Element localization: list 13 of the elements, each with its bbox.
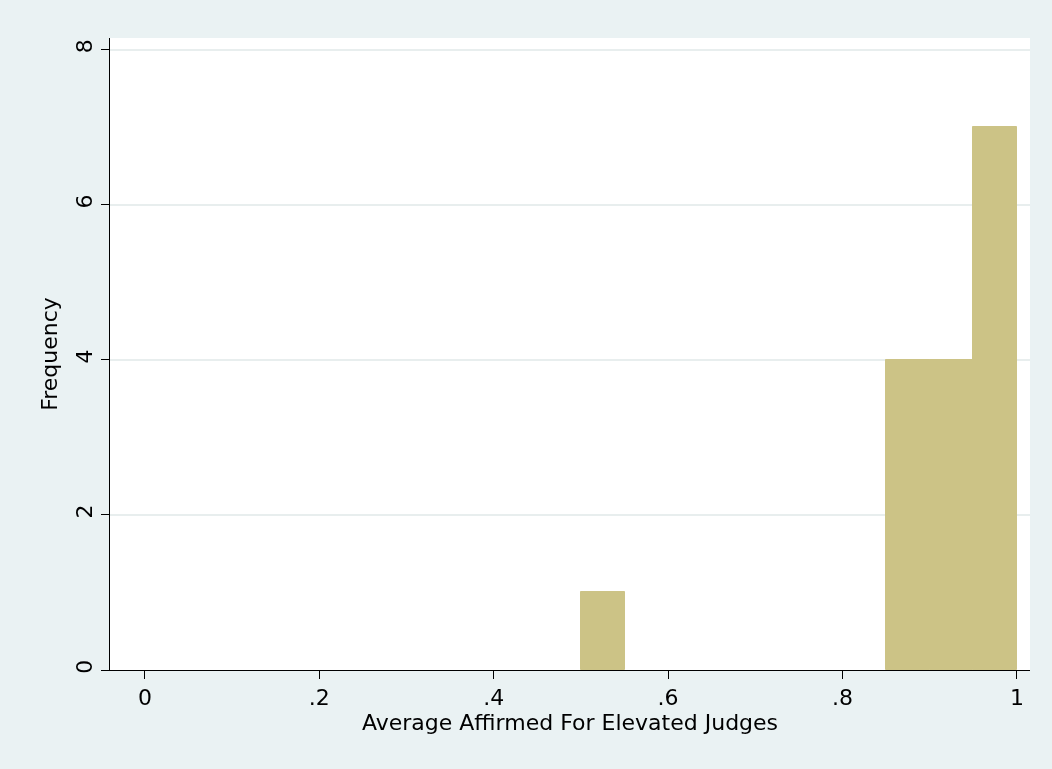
x-tick-label: 0 [137,685,152,711]
y-tick-label: 4 [72,349,98,364]
x-tick-label: .4 [483,685,505,711]
x-tick-label: .2 [308,685,330,711]
x-tick-label: 1 [1009,685,1024,711]
y-axis-title: Frequency [37,297,62,411]
x-tick-label: .6 [657,685,679,711]
x-axis-title: Average Affirmed For Elevated Judges [361,710,779,736]
y-tick-label: 0 [72,659,98,674]
x-tick-label: .8 [832,685,854,711]
y-tick-label: 6 [72,194,98,209]
y-tick-label: 2 [72,504,98,519]
y-tick-label: 8 [72,39,98,54]
